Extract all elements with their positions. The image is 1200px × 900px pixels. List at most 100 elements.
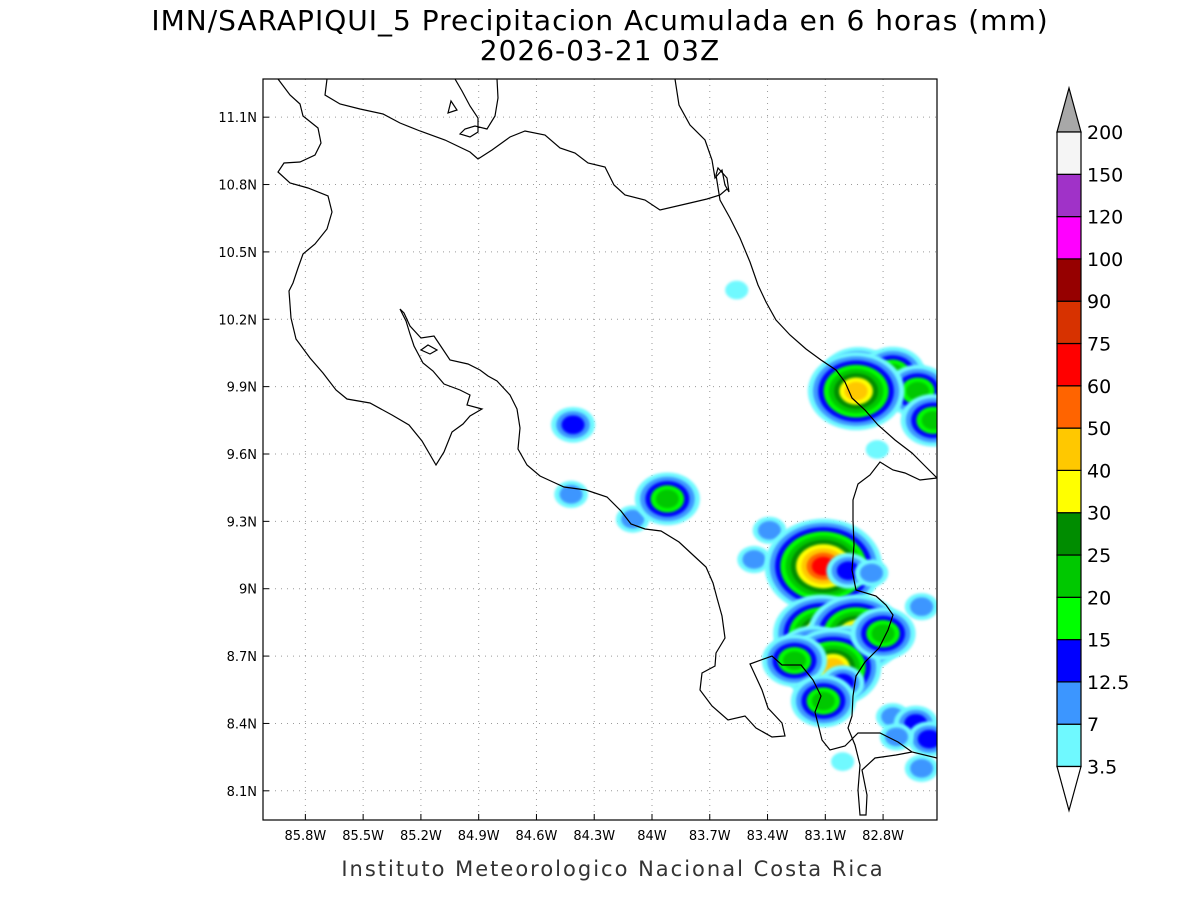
precip-contour bbox=[655, 489, 679, 509]
colorbar-label: 120 bbox=[1087, 207, 1123, 229]
lat-tick-label: 8.7N bbox=[227, 650, 257, 665]
precip-contour bbox=[910, 759, 934, 778]
colorbar-swatch bbox=[1056, 385, 1082, 429]
precip-cell bbox=[904, 593, 937, 621]
precip-cell bbox=[725, 280, 749, 300]
precip-contour bbox=[811, 691, 835, 711]
precip-cell bbox=[550, 406, 596, 443]
precip-cell bbox=[790, 674, 856, 728]
colorbar-label: 40 bbox=[1087, 460, 1111, 482]
precip-cell bbox=[904, 754, 937, 782]
northern-coast bbox=[454, 79, 499, 138]
lon-tick-label: 83.4W bbox=[747, 829, 789, 844]
lon-tick-label: 83.7W bbox=[689, 829, 731, 844]
lat-tick-label: 8.4N bbox=[227, 717, 257, 732]
map-gridlines bbox=[263, 79, 937, 820]
precip-contour bbox=[885, 727, 909, 747]
colorbar-label: 90 bbox=[1087, 291, 1111, 313]
lon-tick-label: 85.5W bbox=[342, 829, 384, 844]
colorbar-label: 100 bbox=[1087, 249, 1123, 271]
caribbean-coastline bbox=[674, 79, 937, 479]
credit-text: Instituto Meteorologico Nacional Costa R… bbox=[341, 857, 884, 881]
precip-contour bbox=[757, 520, 782, 540]
lon-tick-label: 82.8W bbox=[862, 829, 904, 844]
colorbar-swatch bbox=[1056, 258, 1082, 302]
lon-tick-label: 84.6W bbox=[516, 829, 558, 844]
colorbar-swatch bbox=[1056, 596, 1082, 641]
lake-islet bbox=[447, 99, 458, 114]
lat-tick-label: 9.9N bbox=[227, 381, 257, 396]
colorbar-underflow-arrow bbox=[1056, 765, 1082, 813]
precip-cell bbox=[850, 607, 916, 660]
map-frame bbox=[262, 78, 938, 821]
colorbar-legend: 3.5 7 12.5 15 20 25 30 40 50 60 75 90 100 120 150 200 bbox=[1056, 85, 1129, 813]
precip-contour bbox=[561, 415, 585, 435]
colorbar-label: 25 bbox=[1087, 545, 1111, 567]
colorbar-label: 30 bbox=[1087, 503, 1111, 525]
lon-tick-label: 83.1W bbox=[804, 829, 846, 844]
precip-cell bbox=[879, 723, 914, 751]
colorbar-label: 12.5 bbox=[1087, 672, 1129, 694]
lon-tick-label: 84.9W bbox=[458, 829, 500, 844]
lon-tick-label: 84.3W bbox=[573, 829, 615, 844]
colorbar-swatch bbox=[1056, 512, 1082, 556]
precip-contour bbox=[921, 410, 937, 430]
lat-tick-label: 8.1N bbox=[227, 785, 257, 800]
precip-cell bbox=[854, 559, 889, 587]
precip-contour bbox=[859, 563, 884, 583]
lat-tick-label: 11.1N bbox=[218, 111, 257, 126]
precip-contour bbox=[742, 550, 766, 569]
colorbar-swatch bbox=[1056, 681, 1082, 725]
lat-tick-label: 10.5N bbox=[218, 246, 257, 261]
precip-cell bbox=[907, 721, 937, 758]
colorbar-label: 3.5 bbox=[1087, 757, 1117, 779]
precip-contour bbox=[621, 509, 645, 529]
lat-tick-label: 9N bbox=[239, 583, 257, 598]
colorbar-swatch bbox=[1056, 216, 1082, 260]
colorbar-label: 60 bbox=[1087, 376, 1111, 398]
latitude-axis: 11.1N 10.8N 10.5N 10.2N 9.9N 9.6N 9.3N 9N 8.7N 8.… bbox=[218, 111, 269, 800]
precip-contour bbox=[910, 597, 934, 617]
pacific-coastline bbox=[277, 79, 937, 759]
lon-tick-label: 85.2W bbox=[400, 829, 442, 844]
panama-border bbox=[847, 461, 937, 816]
precip-contour bbox=[836, 561, 860, 581]
colorbar-label: 150 bbox=[1087, 164, 1123, 186]
colorbar-swatch bbox=[1056, 342, 1082, 387]
colorbar-swatch bbox=[1056, 554, 1082, 598]
lat-tick-label: 10.8N bbox=[218, 179, 257, 194]
colorbar-label: 15 bbox=[1087, 630, 1111, 652]
colorbar-swatch bbox=[1056, 469, 1082, 514]
precip-cell bbox=[761, 634, 828, 687]
precip-cell bbox=[900, 393, 937, 447]
lon-tick-label: 85.8W bbox=[284, 829, 326, 844]
precip-cell bbox=[865, 440, 889, 459]
precip-cell bbox=[634, 472, 700, 526]
precip-contour bbox=[865, 440, 889, 459]
gulf-islet bbox=[419, 344, 439, 355]
colorbar-label: 7 bbox=[1087, 714, 1099, 736]
precip-contour bbox=[831, 752, 855, 771]
lat-tick-label: 10.2N bbox=[218, 313, 257, 328]
colorbar-swatch bbox=[1056, 300, 1082, 345]
colorbar-swatch bbox=[1056, 131, 1082, 175]
precip-cell bbox=[807, 352, 905, 431]
precip-cell bbox=[554, 480, 588, 509]
colorbar-swatch bbox=[1056, 427, 1082, 472]
map-plot-area: 85.8W 85.5W 85.2W 84.9W 84.6W 84.3W 84W 83.7W 83… bbox=[218, 78, 938, 844]
colorbar-overflow-arrow bbox=[1056, 85, 1082, 133]
colorbar-swatch bbox=[1056, 638, 1082, 683]
precip-contour bbox=[725, 280, 749, 300]
colorbar-label: 50 bbox=[1087, 418, 1111, 440]
precip-cell bbox=[737, 545, 771, 574]
colorbar-label: 20 bbox=[1087, 587, 1111, 609]
lat-tick-label: 9.3N bbox=[227, 515, 257, 530]
precip-contour bbox=[559, 485, 583, 504]
northern-lake-shore bbox=[324, 79, 728, 211]
colorbar-swatch bbox=[1056, 723, 1082, 768]
map-date: 2026-03-21 03Z bbox=[480, 34, 720, 67]
lat-tick-label: 9.6N bbox=[227, 448, 257, 463]
colorbar-label: 75 bbox=[1087, 334, 1111, 356]
map-title: IMN/SARAPIQUI_5 Precipitacion Acumulada … bbox=[151, 4, 1048, 37]
